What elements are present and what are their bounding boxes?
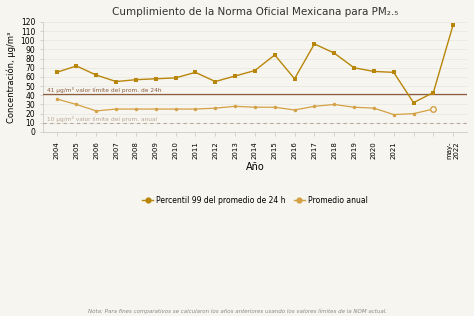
Y-axis label: Concentración, μg/m³: Concentración, μg/m³ (7, 31, 17, 123)
Text: 41 μg/m³ valor límite del prom. de 24h: 41 μg/m³ valor límite del prom. de 24h (47, 88, 162, 94)
Text: Nota: Para fines comparativos se calcularon los años anteriores usando los valor: Nota: Para fines comparativos se calcula… (88, 308, 386, 314)
Text: 10 μg/m³ valor límite del prom. anual: 10 μg/m³ valor límite del prom. anual (47, 116, 157, 122)
Title: Cumplimiento de la Norma Oficial Mexicana para PM₂.₅: Cumplimiento de la Norma Oficial Mexican… (112, 7, 398, 17)
X-axis label: Año: Año (246, 162, 264, 172)
Legend: Percentil 99 del promedio de 24 h, Promedio anual: Percentil 99 del promedio de 24 h, Prome… (139, 193, 371, 208)
